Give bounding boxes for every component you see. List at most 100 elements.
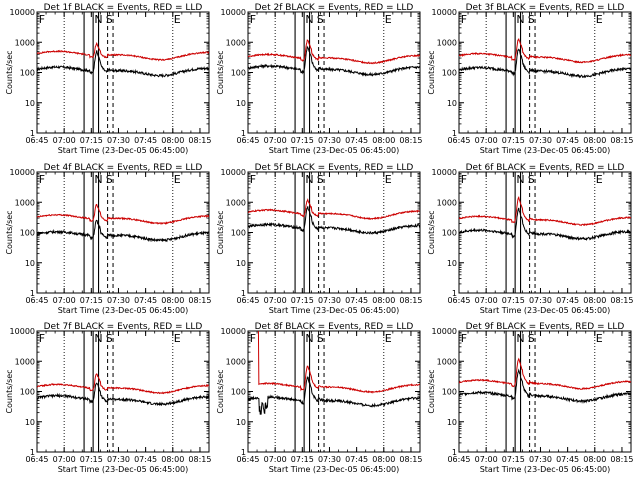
y-tick-label: 1000	[437, 198, 457, 207]
events-series-line	[459, 48, 631, 79]
y-tick-label: 1000	[226, 198, 246, 207]
y-tick-label: 100	[231, 229, 246, 238]
x-tick-label: 08:15	[399, 296, 422, 305]
x-tick-label: 08:00	[583, 455, 606, 464]
y-tick-label: 1000	[226, 38, 246, 47]
marker-letter-F: F	[250, 13, 256, 26]
marker-letter-N: N	[94, 173, 102, 186]
x-tick-label: 08:00	[583, 136, 606, 145]
marker-letter-S: S	[528, 173, 535, 186]
y-tick-label: 1000	[437, 38, 457, 47]
x-tick-label: 07:15	[502, 296, 525, 305]
y-tick-label: 100	[231, 388, 246, 397]
marker-letter-E: E	[174, 332, 181, 345]
detector-panel-6: Det 6f BLACK = Events, RED = LLD 1 10 100 10…	[427, 163, 633, 315]
x-tick-label: 07:30	[107, 296, 130, 305]
x-tick-label: 07:45	[345, 136, 368, 145]
x-axis-label: Start Time (23-Dec-05 06:45:00)	[480, 465, 611, 474]
marker-letter-S: S	[106, 332, 113, 345]
events-series-line	[459, 207, 631, 242]
x-tick-label: 06:45	[447, 296, 470, 305]
y-tick-label: 1	[30, 289, 35, 298]
marker-letter-E: E	[385, 13, 392, 26]
y-tick-label: 100	[231, 69, 246, 78]
y-tick-label: 10000	[432, 168, 457, 177]
x-tick-label: 07:45	[134, 136, 157, 145]
x-axis-label: Start Time (23-Dec-05 06:45:00)	[58, 465, 189, 474]
y-tick-label: 10000	[221, 168, 246, 177]
x-tick-label: 06:45	[25, 136, 48, 145]
x-tick-label: 08:00	[372, 296, 395, 305]
y-tick-label: 10000	[221, 8, 246, 17]
marker-letter-E: E	[596, 332, 603, 345]
detector-panel-8: Det 8f BLACK = Events, RED = LLD 1 10 100 10…	[216, 322, 422, 474]
y-tick-label: 100	[20, 229, 35, 238]
y-tick-label: 1	[30, 448, 35, 457]
events-series-line	[248, 45, 420, 77]
y-tick-label: 1000	[226, 357, 246, 366]
x-tick-label: 07:45	[134, 455, 157, 464]
y-tick-label: 1	[452, 129, 457, 138]
x-tick-label: 07:15	[291, 296, 314, 305]
x-tick-label: 08:15	[188, 136, 211, 145]
detector-panel-1: Det 1f BLACK = Events, RED = LLD 1 10 100 10…	[5, 3, 211, 155]
detector-panel-3: Det 3f BLACK = Events, RED = LLD 1 10 100 10…	[427, 3, 633, 155]
x-tick-label: 07:15	[291, 136, 314, 145]
x-tick-label: 08:00	[161, 296, 184, 305]
x-tick-label: 08:00	[161, 136, 184, 145]
y-axis-label: Counts/sec	[216, 50, 225, 94]
marker-letter-S: S	[106, 173, 113, 186]
x-tick-label: 06:45	[447, 455, 470, 464]
detector-panel-7: Det 7f BLACK = Events, RED = LLD 1 10 100 10…	[5, 322, 211, 474]
plot-frame	[36, 330, 210, 453]
x-tick-label: 06:45	[25, 455, 48, 464]
x-axis-label: Start Time (23-Dec-05 06:45:00)	[58, 146, 189, 155]
y-axis-label: Counts/sec	[216, 369, 225, 413]
lld-series-line	[459, 38, 631, 64]
x-axis-label: Start Time (23-Dec-05 06:45:00)	[269, 465, 400, 474]
detector-panel-4: Det 4f BLACK = Events, RED = LLD 1 10 100 10…	[5, 163, 211, 315]
x-tick-label: 07:00	[475, 455, 498, 464]
marker-letter-E: E	[596, 173, 603, 186]
x-tick-label: 06:45	[447, 136, 470, 145]
x-tick-label: 07:30	[529, 455, 552, 464]
marker-letter-S: S	[317, 13, 324, 26]
marker-letter-S: S	[317, 173, 324, 186]
y-tick-label: 10	[447, 418, 457, 427]
x-tick-label: 07:30	[529, 136, 552, 145]
plot-frame	[247, 11, 421, 134]
events-series-line	[37, 219, 209, 243]
y-tick-label: 1000	[437, 357, 457, 366]
detector-panel-5: Det 5f BLACK = Events, RED = LLD 1 10 100 10…	[216, 163, 422, 315]
x-axis-label: Start Time (23-Dec-05 06:45:00)	[480, 306, 611, 315]
lld-series-line	[257, 331, 420, 394]
y-tick-label: 10000	[10, 327, 35, 336]
y-axis-label: Counts/sec	[427, 50, 436, 94]
marker-letter-N: N	[516, 13, 524, 26]
x-tick-label: 07:45	[556, 296, 579, 305]
panel-title: Det 9f BLACK = Events, RED = LLD	[466, 322, 625, 332]
y-tick-label: 100	[442, 69, 457, 78]
x-tick-label: 07:45	[556, 136, 579, 145]
panel-title: Det 7f BLACK = Events, RED = LLD	[44, 322, 203, 332]
x-tick-label: 08:00	[583, 296, 606, 305]
y-tick-label: 1	[241, 129, 246, 138]
y-tick-label: 10000	[10, 8, 35, 17]
marker-letter-F: F	[461, 173, 467, 186]
y-tick-label: 1000	[15, 198, 35, 207]
x-tick-label: 07:30	[107, 455, 130, 464]
marker-letter-N: N	[516, 173, 524, 186]
x-tick-label: 06:45	[236, 455, 259, 464]
x-tick-label: 07:30	[318, 136, 341, 145]
y-axis-label: Counts/sec	[427, 210, 436, 254]
y-tick-label: 10000	[432, 8, 457, 17]
x-tick-label: 08:15	[610, 296, 633, 305]
y-tick-label: 1000	[15, 38, 35, 47]
detector-panel-9: Det 9f BLACK = Events, RED = LLD 1 10 100 10…	[427, 322, 633, 474]
lld-series-line	[37, 373, 209, 395]
panel-title: Det 6f BLACK = Events, RED = LLD	[466, 163, 625, 173]
y-axis-label: Counts/sec	[216, 210, 225, 254]
y-tick-label: 100	[442, 388, 457, 397]
x-tick-label: 08:00	[372, 136, 395, 145]
